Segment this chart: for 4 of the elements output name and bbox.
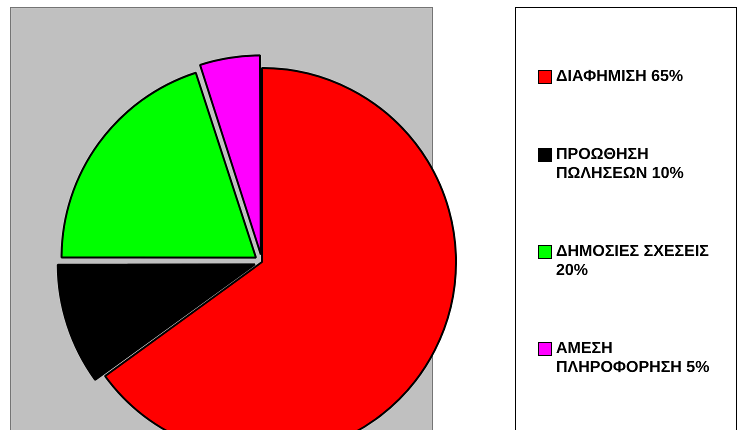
legend-label: ΑΜΕΣΗ ΠΛΗΡΟΦΟΡΗΣΗ 5% xyxy=(556,338,710,377)
legend-label: ΔΙΑΦΗΜΙΣΗ 65% xyxy=(556,67,684,86)
legend-label: ΠΡΟΩΘΗΣΗ ΠΩΛΗΣΕΩΝ 10% xyxy=(556,145,685,184)
legend-label: ΔΗΜΟΣΙΕΣ ΣΧΕΣΕΙΣ 20% xyxy=(556,242,710,280)
